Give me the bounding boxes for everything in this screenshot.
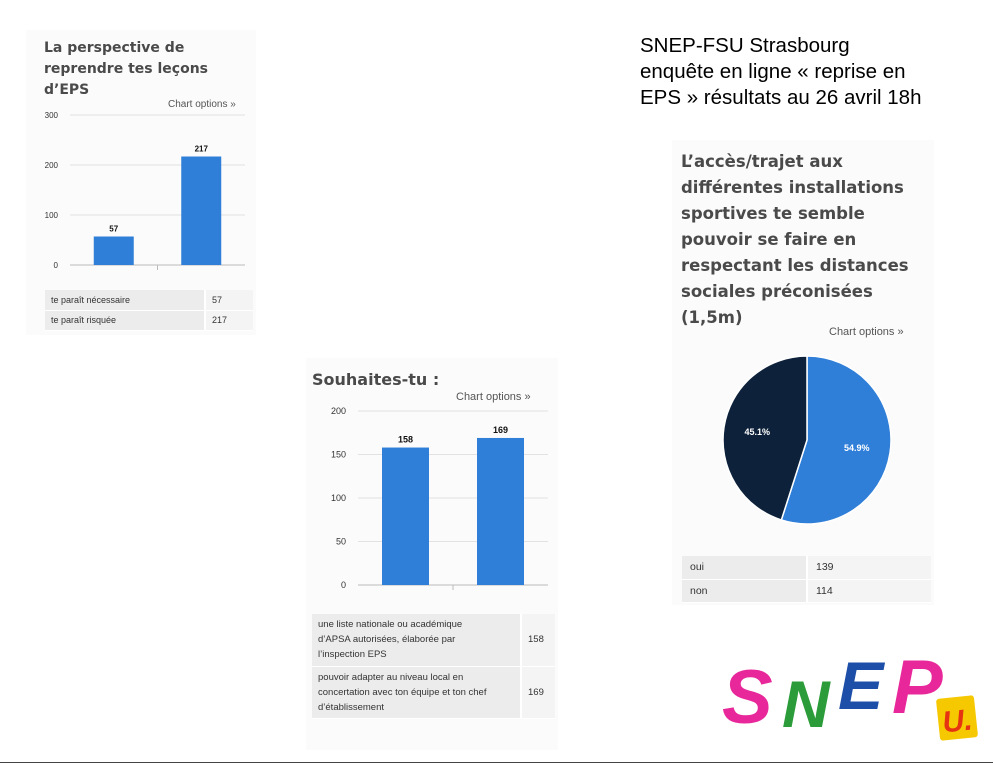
bar-chart-perspective: 0 100 200 300 57 217 (45, 111, 245, 270)
table-row: oui 139 (682, 556, 931, 580)
y-tick-label: 50 (336, 537, 346, 547)
table-row: te paraît nécessaire 57 (45, 290, 253, 311)
logo-letter-s: S (722, 655, 773, 740)
chart-title-line: L’accès/trajet aux (681, 152, 843, 171)
bar-chart-souhaites: 0 50 100 150 200 158 169 (331, 406, 548, 590)
table-cell-value: 114 (806, 579, 931, 603)
bottom-divider (0, 762, 993, 763)
chart-title-souhaites: Souhaites-tu : (312, 370, 439, 390)
table-row: une liste nationale ou académique d’APSA… (312, 614, 555, 667)
table-label-line: pouvoir adapter au niveau local en (318, 671, 464, 683)
data-label: 169 (493, 425, 508, 435)
chart-options-link[interactable]: Chart options » (456, 391, 531, 403)
chart-title-line: sociales préconisées (681, 282, 873, 301)
chart-title-line: reprendre tes leçons (44, 61, 208, 77)
table-cell-label: une liste nationale ou académique d’APSA… (312, 614, 521, 667)
data-table-acces: oui 139 non 114 (682, 556, 931, 603)
header-line: EPS » résultats au 26 avril 18h (640, 86, 922, 109)
table-cell-value: 217 (204, 310, 253, 331)
table-label-line: concertation avec ton équipe et ton chef (318, 686, 487, 698)
table-row: non 114 (682, 579, 931, 603)
logo-letter-n: N (782, 667, 831, 741)
chart-title-line: sportives te semble (681, 204, 865, 223)
table-label-line: d’APSA autorisées, élaborée par (318, 634, 456, 646)
pie-slice-label: 45.1% (744, 427, 770, 437)
chart-title-line: respectant les distances (681, 256, 909, 275)
chart-title-acces: L’accès/trajet aux différentes installat… (681, 149, 909, 331)
y-tick-label: 300 (45, 111, 59, 120)
y-tick-label: 200 (45, 161, 59, 170)
logo-letter-e: E (838, 648, 886, 724)
logo-badge-text: U. (941, 704, 974, 740)
chart-options-link[interactable]: Chart options » (168, 99, 236, 110)
bar (181, 156, 222, 265)
chart-title-line: Souhaites-tu : (312, 370, 440, 389)
data-table-souhaites: une liste nationale ou académique d’APSA… (312, 614, 555, 719)
snep-logo: S N E P U. (722, 645, 978, 741)
table-cell-label: oui (682, 556, 807, 580)
header-line: SNEP-FSU Strasbourg (640, 34, 850, 57)
table-label-line: une liste nationale ou académique (318, 619, 463, 631)
table-cell-value: 169 (520, 666, 555, 719)
slide-header: SNEP-FSU Strasbourg enquête en ligne « r… (640, 33, 980, 111)
y-tick-label: 100 (331, 493, 346, 503)
chart-title-line: pouvoir se faire en (681, 230, 857, 249)
table-row: pouvoir adapter au niveau local en conce… (312, 666, 555, 719)
chart-options-link[interactable]: Chart options » (829, 326, 904, 338)
pie-slice-label: 54.9% (844, 443, 870, 453)
y-tick-label: 100 (45, 211, 59, 220)
y-tick-label: 0 (341, 580, 346, 590)
table-cell-value: 139 (806, 556, 931, 580)
pie-chart-acces: 54.9% 45.1% (722, 355, 892, 525)
y-tick-label: 150 (331, 450, 346, 460)
table-label-line: l’inspection EPS (318, 649, 387, 661)
table-cell-label: pouvoir adapter au niveau local en conce… (312, 666, 521, 719)
table-cell-label: te paraît nécessaire (45, 290, 205, 311)
data-label: 158 (398, 435, 413, 445)
table-cell-value: 158 (520, 614, 555, 667)
header-line: enquête en ligne « reprise en (640, 60, 906, 83)
pie-slice (722, 355, 808, 521)
data-label: 217 (195, 145, 209, 154)
table-cell-label: te paraît risquée (45, 310, 205, 331)
chart-title-line: (1,5m) (681, 308, 743, 327)
bar (477, 437, 524, 585)
logo-letter-p: P (892, 645, 943, 730)
table-label-line: d’établissement (318, 701, 385, 713)
chart-title-line: différentes installations (681, 178, 904, 197)
chart-title-line: d’EPS (44, 82, 90, 98)
table-cell-value: 57 (204, 290, 253, 311)
data-label: 57 (109, 225, 118, 234)
chart-title-perspective: La perspective de reprendre tes leçons d… (44, 38, 208, 101)
pie-slice (780, 355, 892, 525)
chart-title-line: La perspective de (44, 40, 185, 56)
y-tick-label: 0 (54, 261, 59, 270)
data-table-perspective: te paraît nécessaire 57 te paraît risqué… (45, 290, 253, 331)
bar (93, 236, 134, 265)
logo-badge (936, 695, 978, 741)
bar (382, 447, 429, 585)
table-cell-label: non (682, 579, 807, 603)
table-row: te paraît risquée 217 (45, 310, 253, 331)
y-tick-label: 200 (331, 406, 346, 416)
